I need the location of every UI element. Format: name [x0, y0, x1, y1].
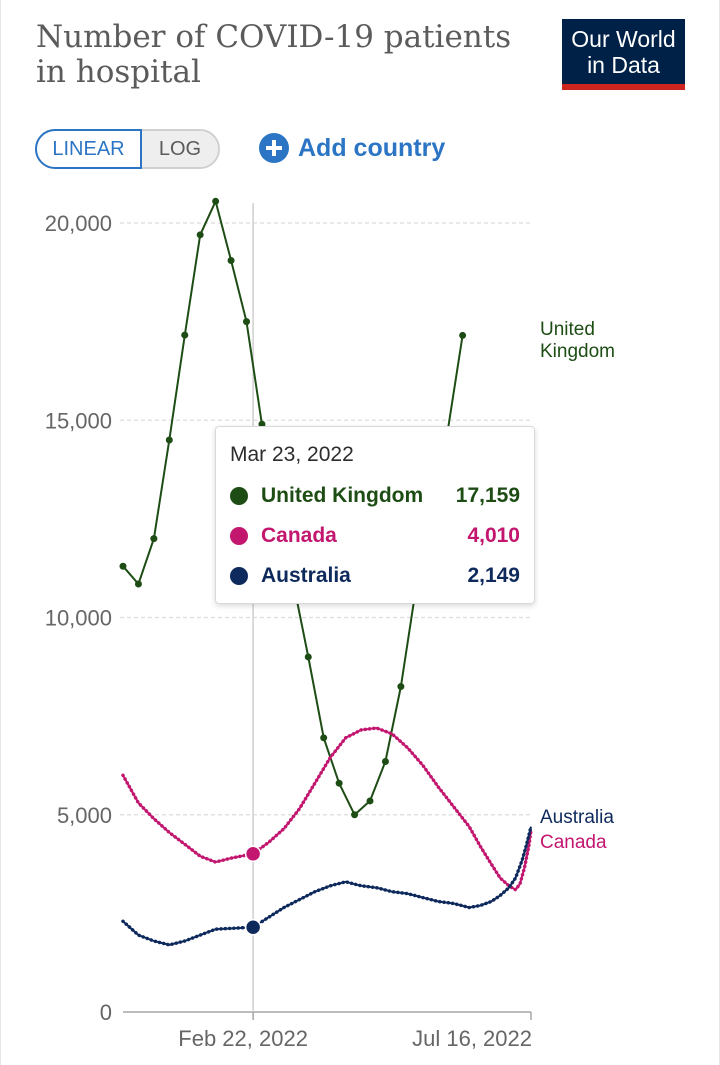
add-country-label: Add country [298, 133, 446, 162]
plus-circle-icon [259, 133, 289, 163]
data-point [134, 580, 142, 588]
data-point [304, 653, 312, 661]
logo-red-bar [562, 84, 685, 90]
data-point [212, 197, 220, 205]
series-dot-icon [230, 487, 248, 505]
data-point [366, 797, 374, 805]
tooltip-series-value: 17,159 [455, 484, 520, 507]
tooltip-series-name: Australia [261, 564, 351, 587]
hover-point [244, 845, 262, 863]
owid-logo[interactable]: Our World in Data [562, 19, 685, 90]
tooltip-date: Mar 23, 2022 [230, 443, 354, 466]
data-point [243, 318, 251, 326]
tooltip-row-canada: Canada 4,010 [230, 521, 520, 551]
data-point [397, 683, 405, 691]
logo-line-2: in Data [587, 52, 660, 78]
tooltip-series-value: 2,149 [467, 564, 520, 587]
data-point [227, 256, 235, 264]
tooltip-row-australia: Australia 2,149 [230, 561, 520, 591]
data-point [459, 331, 467, 339]
series-end-label: Australia [540, 807, 614, 828]
data-point [165, 436, 173, 444]
series-end-label: United [540, 319, 595, 340]
series-line-core-canada [122, 727, 532, 891]
y-tick-label: 5,000 [57, 803, 112, 828]
tooltip-row-united-kingdom: United Kingdom 17,159 [230, 481, 520, 511]
y-tick-label: 20,000 [45, 211, 112, 236]
data-point [381, 757, 389, 765]
scale-toggle: LINEAR LOG [35, 129, 220, 169]
hover-tooltip: Mar 23, 2022 United Kingdom 17,159 Canad… [215, 426, 535, 604]
logo-line-1: Our World [571, 26, 676, 52]
tooltip-series-value: 4,010 [467, 524, 520, 547]
data-point [196, 231, 204, 239]
linear-scale-button[interactable]: LINEAR [35, 129, 142, 169]
tooltip-series-name: Canada [261, 524, 337, 547]
y-tick-label: 15,000 [45, 408, 112, 433]
data-point [150, 535, 158, 543]
data-point [335, 779, 343, 787]
series-line-core-australia [122, 826, 532, 946]
series-dot-icon [230, 527, 248, 545]
y-tick-label: 10,000 [45, 606, 112, 631]
data-point [320, 734, 328, 742]
tooltip-series-name: United Kingdom [261, 484, 424, 507]
data-point [181, 331, 189, 339]
add-country-button[interactable]: Add country [259, 130, 445, 166]
page-border-left [0, 0, 1, 1065]
hover-point [244, 918, 262, 936]
x-tick-label: Jul 16, 2022 [412, 1026, 532, 1051]
chart-title: Number of COVID-19 patients in hospital [36, 19, 512, 90]
series-line-canada [121, 726, 533, 892]
x-tick-label: Feb 22, 2022 [178, 1026, 308, 1051]
series-dot-icon [230, 567, 248, 585]
data-point [258, 420, 266, 428]
log-scale-button[interactable]: LOG [142, 131, 218, 167]
series-end-label: Canada [540, 832, 607, 853]
y-tick-label: 0 [100, 1000, 112, 1025]
data-point [351, 811, 359, 819]
data-point [119, 562, 127, 570]
series-end-label: Kingdom [540, 341, 615, 362]
